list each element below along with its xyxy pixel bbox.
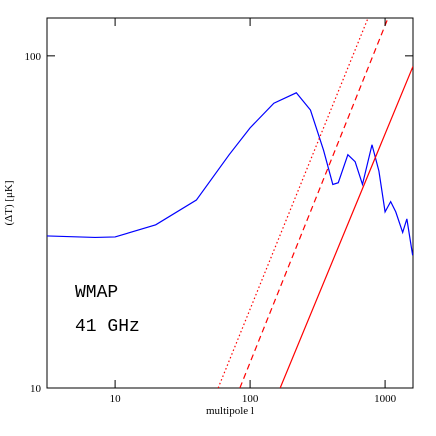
x-tick-label: 100 [242,393,259,405]
annotation: 41 GHz [75,317,140,337]
x-tick-label: 10 [110,393,122,405]
x-axis-label: multipole l [206,405,254,417]
y-axis-label: (ΔT) [μK] [3,180,15,225]
y-tick-label: 100 [25,51,42,63]
plot-frame [46,17,414,389]
series-line [217,18,369,388]
series-line [47,92,413,256]
x-tick-label: 1000 [374,393,397,405]
series-line [239,18,389,388]
annotation: WMAP [75,283,118,303]
series-line [279,66,413,388]
y-tick-label: 10 [30,383,42,395]
